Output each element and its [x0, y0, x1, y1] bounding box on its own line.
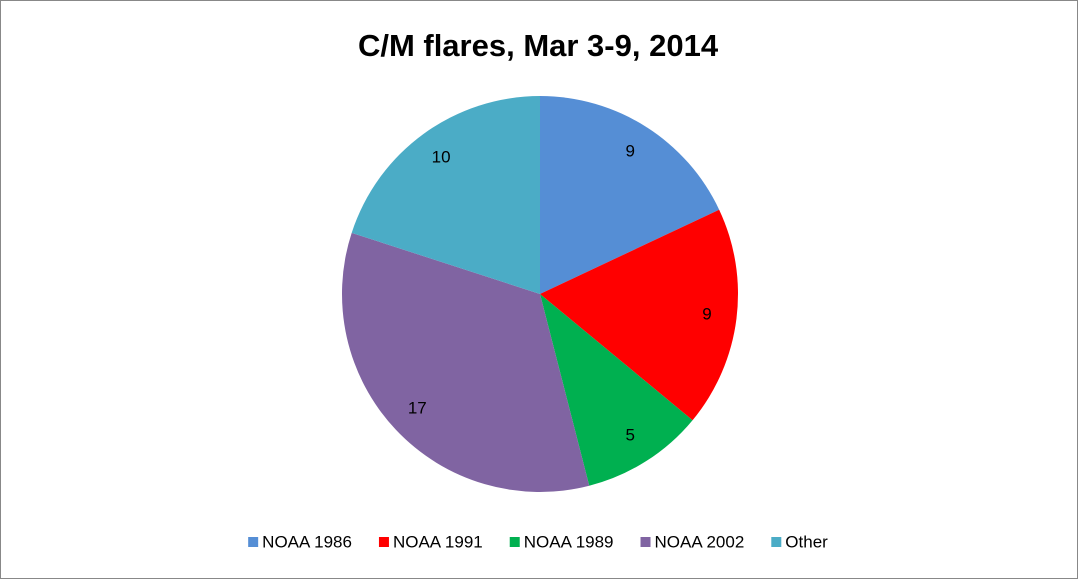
chart-title: C/M flares, Mar 3-9, 2014 — [358, 28, 719, 63]
pie-slice — [351, 96, 540, 294]
pie-slice — [540, 209, 738, 421]
legend-swatch — [378, 537, 389, 547]
legend-swatch — [248, 537, 259, 547]
data-label: 9 — [702, 305, 711, 324]
legend-swatch — [509, 537, 520, 547]
data-label: 9 — [625, 141, 634, 160]
legend-swatch — [771, 537, 782, 547]
legend-label: NOAA 1991 — [393, 532, 483, 551]
legend-label: NOAA 1989 — [524, 532, 614, 551]
pie-slice — [341, 232, 590, 492]
data-label: 10 — [432, 147, 451, 166]
legend-label: NOAA 2002 — [655, 532, 745, 551]
legend-label: Other — [785, 532, 828, 551]
pie-slice — [540, 294, 693, 486]
pie-slice — [540, 96, 720, 294]
legend-swatch — [640, 537, 651, 547]
data-label: 17 — [408, 399, 427, 418]
legend-label: NOAA 1986 — [262, 532, 352, 551]
data-label: 5 — [625, 426, 634, 445]
